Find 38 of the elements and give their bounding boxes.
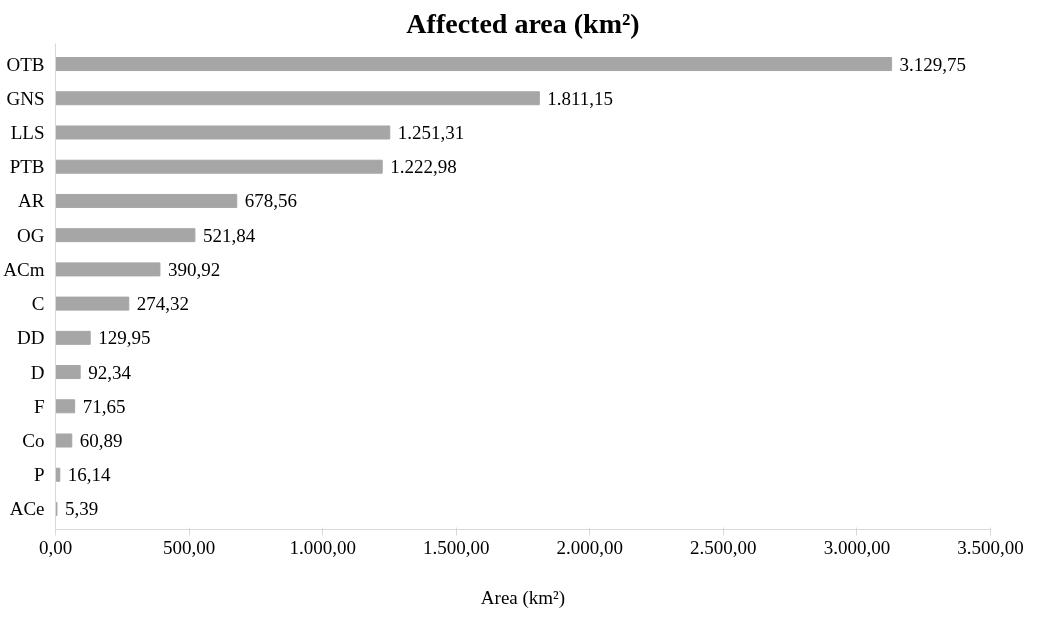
y-tick-label: C bbox=[31, 293, 45, 315]
data-label: 92,34 bbox=[88, 361, 132, 383]
x-tick-label: 3.000,00 bbox=[823, 536, 891, 558]
chart-title: Affected area (km²) bbox=[406, 7, 640, 39]
x-tick-label: 500,00 bbox=[162, 536, 216, 558]
data-label: 5,39 bbox=[64, 498, 99, 520]
data-label: 129,95 bbox=[98, 327, 151, 349]
data-label: 1.811,15 bbox=[547, 87, 614, 109]
data-label: 16,14 bbox=[67, 464, 112, 486]
y-tick-label: PTB bbox=[9, 156, 45, 178]
y-tick-label: OG bbox=[17, 224, 45, 246]
y-tick-label: GNS bbox=[6, 87, 45, 109]
x-tick-label: 1.000,00 bbox=[289, 536, 356, 558]
data-label: 274,32 bbox=[136, 293, 190, 315]
y-tick-label: OTB bbox=[6, 53, 45, 75]
data-label: 1.251,31 bbox=[397, 121, 465, 143]
x-tick-label: 0,00 bbox=[38, 536, 73, 558]
y-tick-label: D bbox=[30, 361, 45, 383]
data-label: 521,84 bbox=[202, 224, 256, 246]
x-tick-label: 1.500,00 bbox=[422, 536, 490, 558]
y-tick-label: DD bbox=[17, 327, 45, 349]
data-label: 3.129,75 bbox=[899, 53, 967, 75]
data-label: 71,65 bbox=[82, 395, 126, 417]
data-label: 60,89 bbox=[79, 430, 123, 452]
y-tick-label: ACe bbox=[9, 498, 45, 520]
x-tick-label: 2.500,00 bbox=[690, 536, 757, 558]
y-tick-label: Co bbox=[22, 430, 45, 452]
x-tick-label: 2.000,00 bbox=[556, 536, 624, 558]
y-tick-label: F bbox=[33, 395, 45, 417]
y-tick-label: ACm bbox=[3, 258, 45, 280]
x-axis-title: Area (km²) bbox=[480, 586, 566, 609]
data-label: 678,56 bbox=[244, 190, 298, 212]
data-label: 390,92 bbox=[167, 258, 221, 280]
y-tick-label: LLS bbox=[10, 121, 45, 143]
y-tick-label: AR bbox=[18, 190, 45, 212]
data-label: 1.222,98 bbox=[390, 156, 457, 178]
x-tick-label: 3.500,00 bbox=[957, 536, 1024, 558]
y-tick-label: P bbox=[33, 464, 45, 486]
